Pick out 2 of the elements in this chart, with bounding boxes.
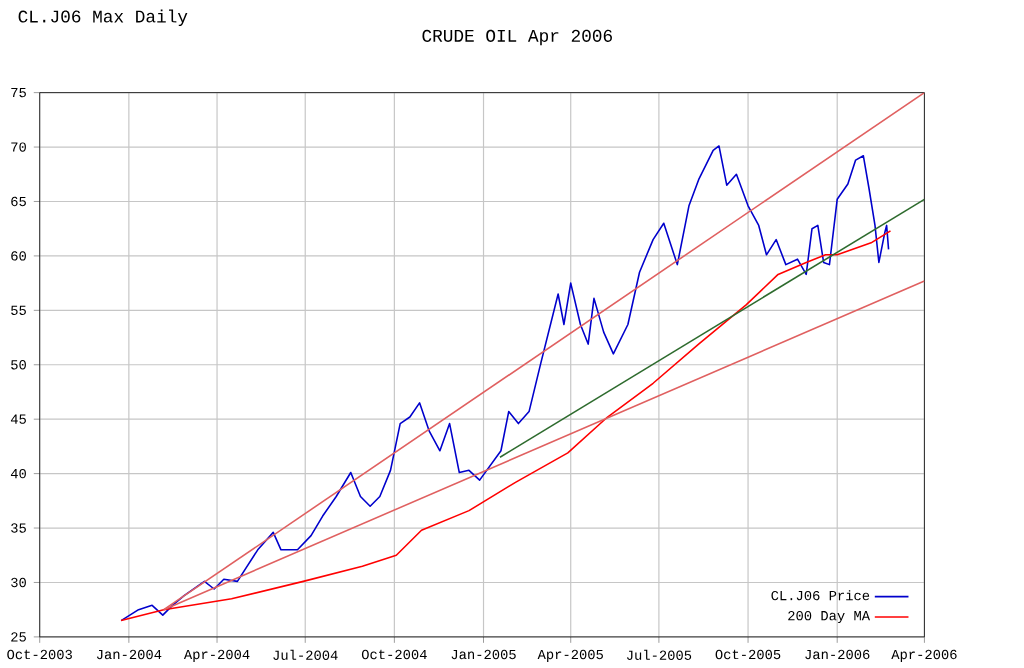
text: CL.J06 Max Daily bbox=[18, 9, 188, 26]
chart-title: CRUDE OIL Apr 2006 bbox=[422, 29, 612, 46]
